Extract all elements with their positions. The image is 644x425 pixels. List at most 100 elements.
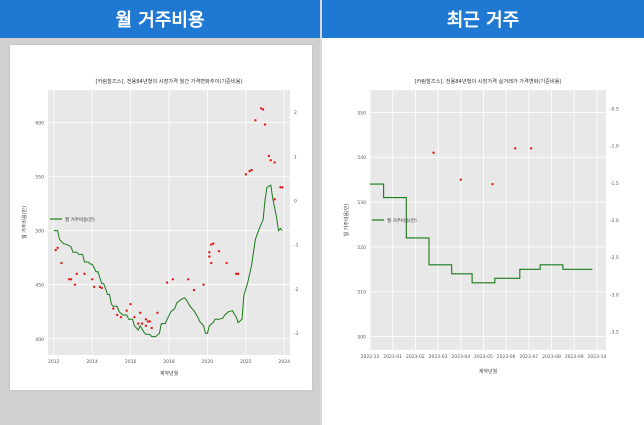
x-tick-label: 2023-01 <box>383 354 402 360</box>
data-point <box>90 278 94 281</box>
data-point <box>100 286 103 290</box>
data-point <box>432 151 435 154</box>
data-point <box>267 154 271 158</box>
data-point <box>150 326 153 330</box>
x-tick-label: 2023-06 <box>497 354 516 360</box>
y-tick-label: 400 <box>35 337 44 343</box>
data-point <box>67 278 71 281</box>
data-point <box>217 249 221 253</box>
y2-tick-label: 0 <box>294 198 297 204</box>
y-tick-label: 600 <box>35 120 44 126</box>
data-point <box>137 322 140 325</box>
x-tick-label: 2023-04 <box>451 354 470 360</box>
data-point <box>529 147 533 150</box>
x-tick-label: 2022 <box>240 359 252 365</box>
x-tick-label: 2012 <box>48 359 60 365</box>
x-tick-label: 2023-09 <box>565 354 584 360</box>
data-point <box>125 309 128 312</box>
x-tick-label: 2022-12 <box>361 354 380 360</box>
series-line-monthly-cost <box>53 184 283 338</box>
data-point <box>281 186 284 189</box>
y2-tick-label: -0.5 <box>610 107 619 113</box>
x-tick-label: 2023-07 <box>519 354 538 360</box>
data-point <box>192 288 196 292</box>
x-tick-label: 2020 <box>202 359 214 365</box>
y2-tick-label: -1.0 <box>610 144 619 150</box>
y-tick-label: 510 <box>357 290 366 296</box>
legend-label: 월 거주비용(만) <box>387 217 417 224</box>
x-tick-label: 2018 <box>163 359 175 365</box>
data-point <box>248 169 251 173</box>
data-point <box>208 255 211 258</box>
data-point <box>187 278 190 281</box>
x-tick-label: 2014 <box>86 359 98 365</box>
data-point <box>279 186 282 189</box>
data-point <box>210 261 213 265</box>
data-point <box>146 320 150 323</box>
data-point <box>148 320 151 323</box>
x-tick-label: 2023-03 <box>429 354 448 360</box>
data-point <box>144 318 148 321</box>
y2-tick-label: 2 <box>294 110 297 116</box>
data-point <box>459 178 462 181</box>
data-point <box>156 311 159 315</box>
y-tick-label: 530 <box>357 200 366 206</box>
data-point <box>92 285 96 289</box>
data-point <box>54 248 57 252</box>
y-tick-label: 520 <box>357 245 366 251</box>
y2-tick-label: 1 <box>294 154 297 160</box>
y-tick-label: 500 <box>357 335 366 341</box>
y2-tick-label: -1.5 <box>610 181 619 187</box>
x-tick-label: 2023-02 <box>406 354 425 360</box>
data-point <box>165 281 169 284</box>
data-point <box>140 322 144 325</box>
data-point <box>133 315 136 319</box>
data-point <box>202 283 205 286</box>
y2-tick-label: -3.0 <box>610 292 619 298</box>
chart-title: [카림힐즈스], 전용84년형의 시장가격 월간 가격변화추이(기준비용) <box>95 77 242 85</box>
data-point <box>273 198 276 201</box>
data-point <box>225 261 228 265</box>
data-point <box>60 261 63 265</box>
data-point <box>83 272 86 276</box>
data-point <box>112 307 115 310</box>
left-panel-header: 월 거주비용 <box>0 0 320 38</box>
y2-tick-label: -2 <box>294 287 299 293</box>
data-point <box>144 324 148 327</box>
y2-tick-label: -1 <box>294 243 299 249</box>
data-point <box>236 272 240 276</box>
y-tick-label: 550 <box>35 175 44 181</box>
data-point <box>138 311 142 315</box>
data-point <box>119 315 123 319</box>
plot-area <box>370 90 606 350</box>
x-tick-label: 2023-08 <box>542 354 561 360</box>
right-panel-title: 최근 거주 <box>446 10 520 31</box>
x-axis-label: 계약년월 <box>479 368 498 375</box>
y-tick-label: 450 <box>35 283 44 289</box>
x-axis-label: 계약년월 <box>160 370 179 377</box>
x-tick-label: 2023-10 <box>588 354 607 360</box>
data-point <box>98 285 102 289</box>
data-point <box>115 313 119 317</box>
data-point <box>75 272 79 276</box>
data-point <box>514 147 517 150</box>
right-chart-card: [카림힐즈스], 전용84년형의 시장가격 실거래가 가격변화(기준비용) 500… <box>330 45 635 385</box>
y-axis-label: 월 거주비용(만) <box>21 206 28 239</box>
chart-title: [카림힐즈스], 전용84년형의 시장가격 실거래가 가격변화(기준비용) <box>414 77 561 85</box>
left-panel-title: 월 거주비용 <box>115 10 205 31</box>
data-point <box>56 246 59 250</box>
x-tick-label: 2023-05 <box>474 354 493 360</box>
y2-tick-label: -2.0 <box>610 218 619 224</box>
data-point <box>129 302 132 306</box>
data-point <box>250 168 253 172</box>
y-tick-label: 550 <box>357 110 366 116</box>
y2-tick-label: -2.5 <box>610 255 619 261</box>
recent-residence-chart: [카림힐즈스], 전용84년형의 시장가격 실거래가 가격변화(기준비용) 500… <box>343 77 619 375</box>
y-tick-label: 540 <box>357 155 366 161</box>
data-point <box>244 173 248 176</box>
data-point <box>263 123 267 126</box>
data-point <box>208 251 211 254</box>
data-point <box>210 243 213 246</box>
y-axis-label: 월 거주비용(만) <box>343 203 350 236</box>
